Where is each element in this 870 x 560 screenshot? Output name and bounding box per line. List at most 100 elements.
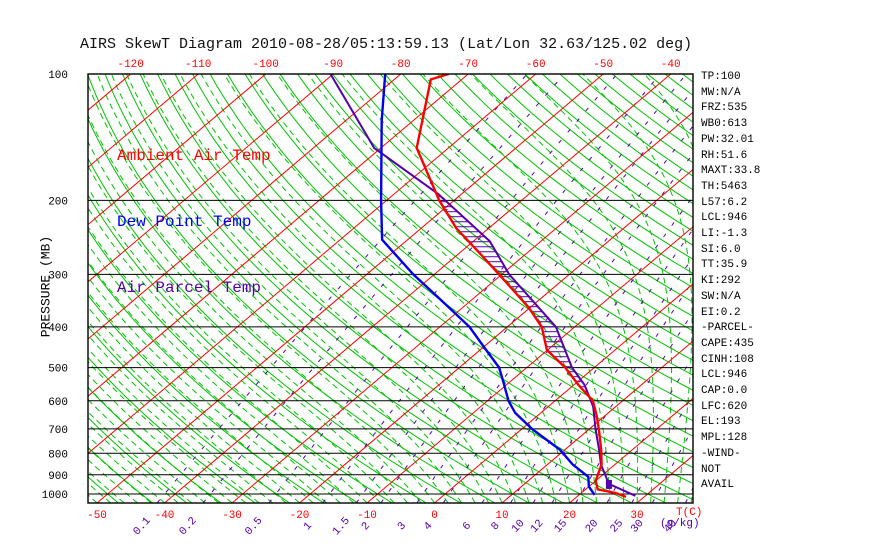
pressure-tick-label: 500 [48,364,68,376]
panel-row: -PARCEL- [701,322,754,335]
isotherm-line [88,74,334,283]
panel-row: -WIND- [701,447,741,460]
moist-adiabat-line [88,360,246,503]
moist-adiabat-line [88,386,219,503]
pressure-tick-label: 1000 [42,490,68,502]
dry-adiabat-line [349,74,693,347]
dry-adiabat-line [122,74,598,503]
panel-row: MAXT:33.8 [701,165,761,178]
moist-adiabat-line [88,276,327,503]
moist-adiabat-line [142,74,503,503]
dew-point-curve [379,74,596,496]
bottom-temp-label: -30 [222,510,242,522]
panel-row: PW:32.01 [701,133,754,146]
mixing-ratio-label: 0.5 [243,515,265,538]
dry-adiabat-line [157,74,667,503]
mixing-ratio-line [442,153,693,503]
mixing-ratio-line [510,228,693,503]
mixing-ratio-label: 10 [510,518,528,536]
dry-adiabat-line [88,228,393,503]
isotherm-line [88,74,267,226]
moist-adiabat-line [126,74,490,503]
dry-adiabat-line [88,325,290,503]
moist-adiabat-line [88,320,287,503]
isotherm-line [231,111,693,503]
dry-adiabat-line [402,74,693,303]
isotherm-line [88,74,199,169]
isotherm-line [434,283,693,503]
moist-adiabat-line [88,347,260,503]
pressure-tick-label: 700 [48,425,68,437]
moist-adiabat-line [0,74,30,503]
moist-adiabat-line [96,74,463,503]
legend-air-parcel: Air Parcel Temp [117,279,262,297]
dry-adiabat-line [174,74,693,501]
isotherm-line [299,168,693,503]
isotherm-line [88,74,402,340]
moist-adiabat-line [88,83,449,503]
mixing-ratio-label: 2 [360,520,373,533]
bottom-temp-label: -20 [290,510,310,522]
panel-row: TP:100 [701,71,741,83]
temp-unit-label: T(C) [676,507,703,519]
pressure-tick-label: 600 [48,397,68,409]
panel-row: KI:292 [701,275,741,288]
moist-adiabat-line [88,186,395,503]
moist-adiabat-line [110,74,476,503]
dry-adiabat-line [384,74,693,317]
moist-adiabat-line [88,306,300,503]
dry-adiabat-line [314,74,693,376]
bottom-temp-label: 0 [431,510,438,522]
panel-row: CINH:108 [701,353,754,366]
moist-adiabat-line [276,74,584,503]
isotherm-line [96,74,604,503]
dry-adiabat-line [332,74,693,361]
isotherm-line [88,74,469,397]
legend-ambient-temp: Ambient Air Temp [117,147,271,165]
panel-row: EL:193 [701,416,741,429]
moist-adiabat-line [160,74,517,503]
isotherm-line [88,74,132,111]
dry-adiabat-line [664,74,693,96]
panel-row: SW:N/A [701,290,741,303]
moist-adiabat-line [341,74,611,503]
moist-adiabat-line [223,74,557,503]
dry-adiabat-line [88,356,256,503]
top-temp-label: -110 [185,59,211,71]
pressure-tick-label: 900 [48,471,68,483]
moist-adiabat-line [88,260,341,503]
top-temp-label: -100 [252,59,278,71]
panel-row: LI:-1.3 [701,228,748,241]
mixing-ratio-label: 1.5 [331,515,353,538]
sounding-indices-panel: TP:100 MW:N/A FRZ:535 WB0:613 PW:32.01 RH:51.… [701,70,760,494]
pressure-tick-label: 400 [48,323,68,335]
moist-adiabat-line [88,373,233,503]
panel-row: LCL:946 [701,369,748,382]
top-temp-label: -80 [391,59,411,71]
isotherm-line [164,74,672,503]
isotherm-line [501,340,693,503]
mixing-ratio-line [355,74,687,503]
mixing-ratio-line [416,125,693,503]
panel-row: L57:6.2 [701,196,748,209]
panel-row: NOT [701,463,721,476]
dry-adiabat-line [244,74,693,437]
dry-adiabat-line [88,294,324,503]
pressure-tick-label: 800 [48,449,68,461]
dry-adiabat-line [594,74,693,150]
dry-adiabat-line [472,74,693,246]
dry-adiabat-line [297,74,693,391]
panel-row: TH:5463 [701,180,748,193]
panel-row: EI:0.2 [701,306,741,319]
mixing-ratio-label: 8 [489,520,502,533]
panel-row: SI:6.0 [701,243,741,256]
pressure-tick-label: 200 [48,196,68,208]
mixing-ratio-line [481,195,693,503]
dry-adiabat-line [88,416,188,503]
mixing-ratio-line [322,74,661,503]
dry-adiabat-line [454,74,693,260]
panel-row: MW:N/A [701,86,741,99]
dry-adiabat-line [192,74,693,485]
dry-adiabat-line [437,74,693,274]
